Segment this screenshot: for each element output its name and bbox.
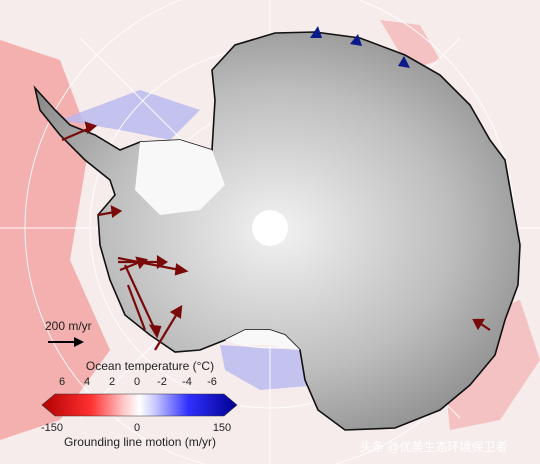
temperature-tick-label: 2	[109, 376, 115, 388]
advance-arrows	[310, 26, 410, 68]
temperature-title: Ocean temperature (°C)	[86, 359, 214, 373]
temperature-tick-label: -2	[157, 376, 167, 388]
temperature-tick-label: 4	[84, 376, 90, 388]
colorbar	[41, 393, 238, 417]
temperature-tick-label: 0	[134, 376, 140, 388]
temperature-tick-label: 6	[59, 376, 65, 388]
motion-tick-label: 150	[213, 422, 231, 434]
watermark: 头条 @优美生态环境保卫者	[360, 439, 508, 454]
warm-water	[380, 20, 440, 70]
motion-tick-label: -150	[41, 422, 63, 434]
temperature-tick-label: -6	[207, 376, 217, 388]
temperature-tick-label: -4	[182, 376, 192, 388]
ice-shelf	[225, 330, 300, 350]
scale-arrow-label: 200 m/yr	[45, 319, 92, 333]
motion-title: Grounding line motion (m/yr)	[64, 435, 216, 449]
pole-hole	[252, 210, 288, 246]
grounding-arrows	[61, 121, 491, 351]
scale-arrow-head	[74, 337, 84, 347]
motion-tick-label: 0	[134, 422, 140, 434]
ice-shelf	[135, 140, 225, 215]
